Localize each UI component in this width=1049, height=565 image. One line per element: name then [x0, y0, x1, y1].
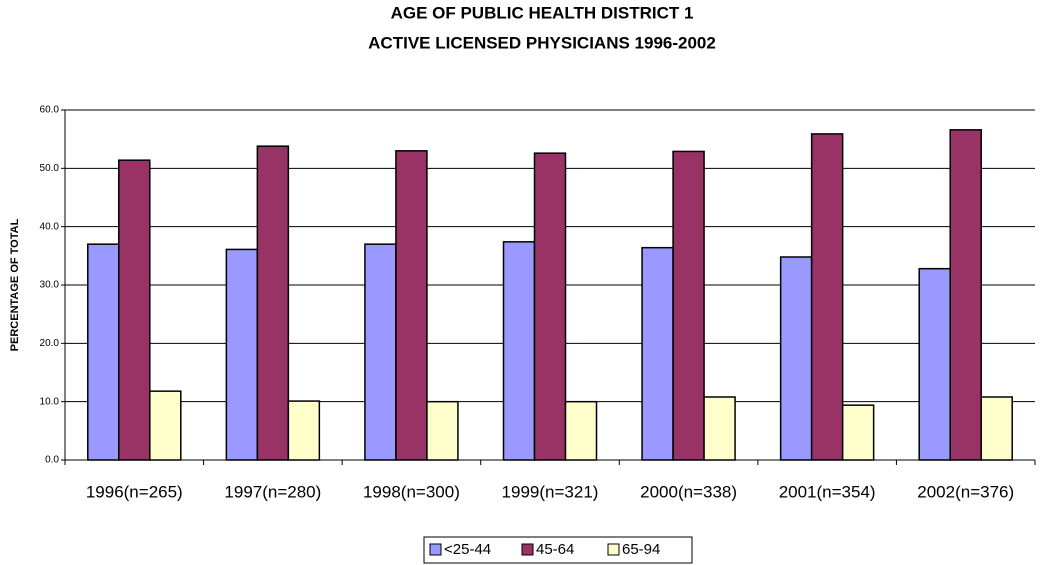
legend-swatch	[429, 543, 442, 556]
bar	[502, 241, 536, 461]
y-tick-label: 50.0	[40, 163, 60, 174]
bar	[564, 400, 598, 461]
bar	[225, 248, 259, 461]
bar	[779, 256, 813, 461]
bar	[703, 396, 736, 461]
y-tick-label: 40.0	[40, 221, 60, 232]
bar	[87, 243, 120, 461]
bar	[287, 400, 321, 461]
x-tick-label: 2002(n=376)	[917, 482, 1014, 501]
bar	[364, 243, 397, 461]
y-tick-label: 10.0	[40, 396, 60, 407]
bar	[533, 152, 567, 461]
bar	[395, 150, 428, 461]
legend-swatch	[607, 543, 620, 556]
bar	[149, 390, 182, 461]
legend-swatch	[521, 543, 534, 556]
chart-title: ACTIVE LICENSED PHYSICIANS 1996-2002	[368, 33, 716, 52]
bar	[841, 404, 875, 461]
y-tick-label: 30.0	[40, 280, 60, 291]
x-tick-label: 1998(n=300)	[363, 482, 460, 501]
bar	[672, 150, 705, 461]
legend-label: 45-64	[536, 541, 574, 558]
bar	[426, 400, 459, 461]
bar	[641, 246, 674, 461]
bar	[949, 129, 982, 461]
x-tick-label: 2000(n=338)	[640, 482, 737, 501]
y-tick-label: 0.0	[45, 455, 59, 466]
x-tick-label: 1996(n=265)	[86, 482, 183, 501]
chart-title: AGE OF PUBLIC HEALTH DISTRICT 1	[391, 3, 694, 22]
bar	[118, 159, 151, 461]
bar	[918, 267, 951, 461]
x-tick-label: 1999(n=321)	[502, 482, 599, 501]
legend-label: <25-44	[444, 541, 491, 558]
bar	[980, 396, 1013, 461]
bar	[810, 133, 844, 461]
bar	[256, 145, 290, 461]
y-axis-label: PERCENTAGE OF TOTAL	[9, 218, 21, 351]
y-tick-label: 20.0	[40, 338, 60, 349]
legend-box	[423, 536, 693, 564]
x-tick-label: 1997(n=280)	[224, 482, 321, 501]
x-tick-label: 2001(n=354)	[779, 482, 876, 501]
y-tick-label: 60.0	[40, 105, 60, 116]
legend-label: 65-94	[622, 541, 660, 558]
